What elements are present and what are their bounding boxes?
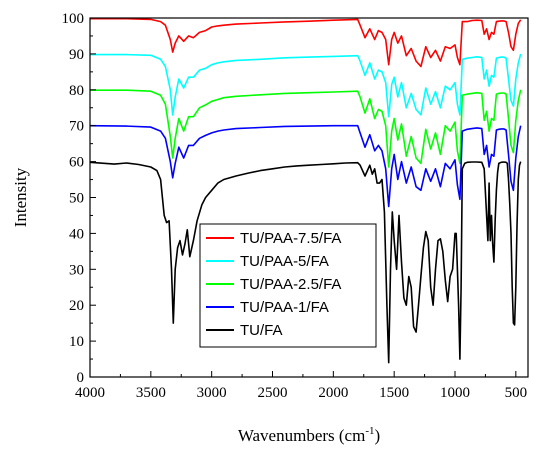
legend-label: TU/PAA-2.5/FA	[240, 276, 341, 293]
x-tick-label: 2000	[318, 385, 348, 401]
series-layer	[89, 17, 522, 364]
legend-label: TU/PAA-7.5/FA	[240, 230, 341, 247]
y-tick-label: 40	[69, 226, 84, 242]
legend-label: TU/FA	[240, 322, 283, 339]
y-tick-label: 10	[69, 334, 84, 350]
y-tick-label: 0	[77, 370, 85, 386]
series-line-0	[90, 17, 522, 68]
y-axis: 0 10 20 30 40 50 60 70 80 90 100	[62, 11, 96, 386]
x-tick-label: 3000	[197, 385, 227, 401]
legend: TU/PAA-7.5/FA TU/PAA-5/FA TU/PAA-2.5/FA TU/…	[199, 223, 377, 348]
x-tick-label: 500	[505, 385, 528, 401]
x-tick-label: 2500	[258, 385, 288, 401]
x-axis-title-close: )	[375, 426, 381, 445]
y-tick-label: 20	[69, 298, 84, 314]
x-axis-title-main: Wavenumbers (cm	[238, 426, 366, 445]
y-tick-label: 70	[69, 119, 84, 135]
y-tick-label: 80	[69, 83, 84, 99]
x-axis-title: Wavenumbers (cm-1)	[238, 425, 380, 445]
x-axis: 4000 3500 3000 2500 2000 1500 1000 500	[75, 371, 527, 401]
x-tick-label: 1000	[440, 385, 470, 401]
series-line-4	[89, 161, 522, 364]
y-tick-label: 60	[69, 155, 84, 171]
series-line-1	[90, 53, 522, 118]
y-tick-label: 50	[69, 191, 84, 207]
legend-label: TU/PAA-5/FA	[240, 253, 329, 270]
x-axis-title-sup: -1	[365, 425, 374, 437]
x-tick-label: 4000	[75, 385, 105, 401]
y-axis-title: Intensity	[11, 167, 30, 227]
legend-label: TU/PAA-1/FA	[240, 299, 329, 316]
y-tick-label: 100	[62, 11, 85, 27]
y-tick-label: 30	[69, 262, 84, 278]
x-tick-label: 1500	[379, 385, 409, 401]
y-tick-label: 90	[69, 47, 84, 63]
legend-box	[199, 223, 377, 348]
series-line-3	[89, 124, 522, 208]
series-line-2	[90, 89, 522, 168]
x-tick-label: 3500	[136, 385, 166, 401]
